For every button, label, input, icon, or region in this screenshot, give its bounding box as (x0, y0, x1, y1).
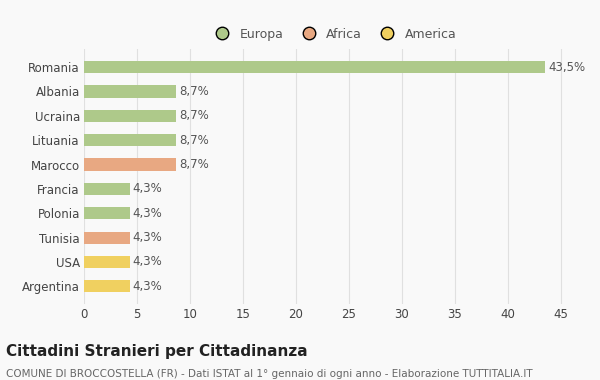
Text: 8,7%: 8,7% (179, 158, 209, 171)
Text: 4,3%: 4,3% (133, 280, 163, 293)
Text: COMUNE DI BROCCOSTELLA (FR) - Dati ISTAT al 1° gennaio di ogni anno - Elaborazio: COMUNE DI BROCCOSTELLA (FR) - Dati ISTAT… (6, 369, 533, 378)
Bar (84, 256, 130, 268)
Text: 4,3%: 4,3% (133, 231, 163, 244)
Bar (84, 231, 130, 244)
Text: 8,7%: 8,7% (179, 134, 209, 147)
Bar (84, 110, 176, 122)
Text: 8,7%: 8,7% (179, 109, 209, 122)
Bar (84, 134, 176, 146)
Text: 4,3%: 4,3% (133, 182, 163, 195)
Legend: Europa, Africa, America: Europa, Africa, America (205, 22, 461, 46)
Bar (84, 280, 130, 293)
Text: 4,3%: 4,3% (133, 255, 163, 269)
Text: 8,7%: 8,7% (179, 85, 209, 98)
Bar (84, 183, 130, 195)
Text: Cittadini Stranieri per Cittadinanza: Cittadini Stranieri per Cittadinanza (6, 344, 308, 359)
Bar (84, 207, 130, 219)
Bar (84, 86, 176, 98)
Bar (84, 158, 176, 171)
Text: 4,3%: 4,3% (133, 207, 163, 220)
Bar (84, 61, 545, 73)
Text: 43,5%: 43,5% (548, 60, 585, 74)
